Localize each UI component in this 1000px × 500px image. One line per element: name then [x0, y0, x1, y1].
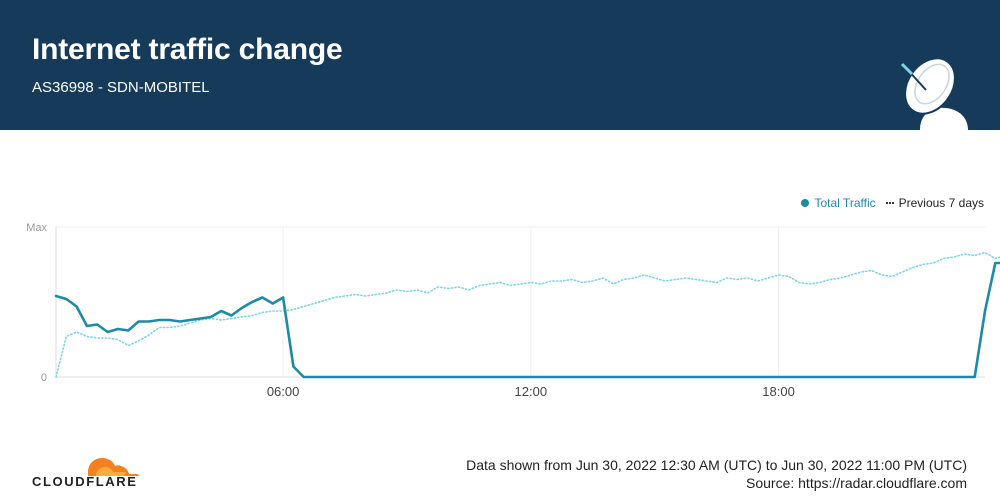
- legend-item-previous[interactable]: Previous 7 days: [885, 196, 984, 210]
- legend-item-total[interactable]: Total Traffic: [801, 196, 876, 210]
- header-banner: Internet traffic change AS36998 - SDN-MO…: [0, 0, 1000, 130]
- y-tick-label: 0: [41, 372, 47, 384]
- x-tick-label: 06:00: [267, 384, 300, 399]
- x-tick-label: 12:00: [515, 384, 548, 399]
- total-traffic-line: [54, 261, 1000, 379]
- satellite-dish-icon: [900, 57, 968, 130]
- legend-total-marker: [801, 199, 810, 207]
- page-subtitle: AS36998 - SDN-MOBITEL: [32, 79, 210, 96]
- legend-total-label: Total Traffic: [814, 196, 876, 210]
- legend-previous-label: Previous 7 days: [898, 196, 984, 210]
- page-title: Internet traffic change: [32, 33, 343, 66]
- y-tick-label: Max: [26, 222, 47, 234]
- legend-previous-marker: [885, 202, 894, 204]
- source-text: Source: https://radar.cloudflare.com: [746, 475, 967, 491]
- cloudflare-logo-icon: [88, 458, 139, 476]
- cloudflare-wordmark: CLOUDFLARE: [32, 474, 138, 489]
- traffic-chart: 06:00 12:00 18:00 0 Max: [26, 222, 1000, 399]
- data-range-text: Data shown from Jun 30, 2022 12:30 AM (U…: [466, 457, 967, 473]
- previous-7-days-line: [55, 251, 1000, 378]
- chart-legend: Total Traffic Previous 7 days: [791, 196, 984, 210]
- x-tick-label: 18:00: [762, 384, 795, 399]
